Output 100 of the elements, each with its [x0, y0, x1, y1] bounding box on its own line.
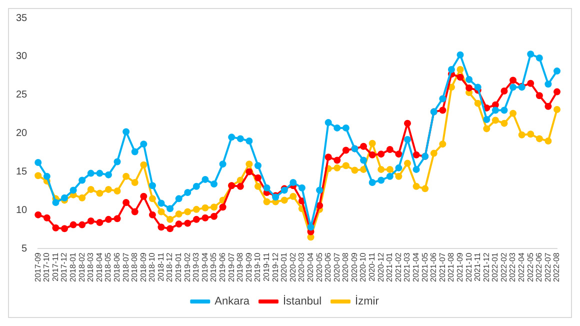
point [404, 120, 411, 127]
x-tick-label: 2022-01 [490, 252, 500, 282]
y-tick-label: 5 [22, 243, 28, 254]
point [492, 116, 499, 124]
point [404, 136, 411, 143]
x-tick-label: 2017-11 [50, 252, 60, 282]
point [175, 220, 182, 228]
point [342, 146, 350, 154]
point [114, 158, 121, 166]
x-tick-label: 2022-06 [534, 252, 544, 282]
x-tick-label: 2020-11 [368, 252, 377, 282]
x-tick-label: 2017-10 [42, 252, 52, 282]
point [412, 151, 420, 158]
point [122, 199, 130, 206]
legend-label: İzmir [355, 294, 380, 308]
point [474, 100, 482, 107]
legend-label: İstanbul [283, 294, 322, 308]
point [228, 134, 236, 141]
point [263, 198, 270, 206]
x-tick-label: 2018-09 [138, 252, 148, 282]
point [158, 224, 165, 231]
x-tick-label: 2019-07 [226, 252, 236, 282]
point [378, 176, 385, 184]
x-tick-label: 2020-10 [358, 252, 368, 282]
x-tick-label: 2020-04 [306, 252, 315, 282]
point [158, 200, 165, 207]
x-tick-label: 2021-07 [438, 252, 447, 282]
point [96, 170, 104, 177]
x-tick-label: 2020-08 [341, 252, 350, 282]
point [87, 170, 94, 177]
x-tick-label: 2022-07 [543, 252, 552, 282]
point [166, 225, 174, 232]
x-tick-label: 2018-02 [77, 252, 86, 282]
point [34, 159, 42, 166]
point [342, 162, 350, 170]
point [96, 219, 104, 226]
point [131, 208, 138, 216]
point [368, 179, 376, 186]
x-tick-label: 2018-08 [130, 252, 140, 282]
x-tick-label: 2021-04 [411, 252, 420, 282]
x-tick-label: 2017-12 [60, 252, 69, 282]
x-tick-label: 2022-04 [517, 252, 526, 282]
point [474, 84, 482, 91]
point [368, 140, 376, 147]
x-tick-label: 2021-06 [429, 252, 438, 282]
point [254, 162, 262, 170]
point [184, 220, 192, 227]
point [307, 224, 314, 231]
y-tick-label: 35 [16, 12, 28, 24]
point [52, 199, 60, 206]
point [368, 151, 376, 158]
point [175, 195, 182, 202]
point [131, 148, 138, 156]
point [140, 161, 148, 168]
point [78, 176, 86, 184]
point [544, 138, 552, 145]
point [184, 189, 192, 196]
x-tick-label: 2022-08 [552, 252, 562, 282]
point [360, 142, 368, 150]
point [158, 208, 165, 216]
point [386, 146, 394, 153]
point [536, 54, 543, 62]
point [395, 150, 402, 158]
point [360, 156, 368, 164]
point [342, 124, 350, 132]
x-tick-label: 2022-02 [499, 252, 508, 282]
point [360, 166, 368, 173]
point [236, 135, 244, 142]
point [316, 202, 324, 210]
x-tick-label: 2020-03 [297, 252, 306, 282]
x-tick-label: 2020-02 [288, 252, 298, 282]
point [483, 116, 490, 123]
point [246, 138, 253, 145]
point [219, 204, 226, 211]
x-tick-label: 2019-02 [182, 252, 192, 282]
point [61, 194, 68, 202]
x-tick-label: 2021-03 [402, 252, 412, 282]
x-tick-label: 2018-03 [86, 252, 96, 282]
point [131, 179, 138, 186]
point [114, 187, 121, 194]
point [500, 106, 508, 114]
point [536, 92, 543, 100]
point [554, 68, 560, 75]
x-tick-label: 2020-09 [350, 252, 359, 282]
point [192, 206, 200, 213]
point [492, 106, 499, 114]
legend-label: Ankara [214, 296, 250, 308]
x-tick-label: 2018-11 [156, 252, 166, 282]
y-tick-label: 25 [16, 90, 28, 101]
point [483, 125, 490, 132]
x-tick-label: 2019-05 [209, 252, 218, 282]
point [148, 182, 156, 190]
point [78, 194, 86, 202]
point [61, 225, 68, 232]
point [544, 80, 552, 88]
point [104, 171, 112, 178]
point [466, 84, 473, 92]
x-tick-label: 2018-07 [121, 252, 130, 282]
point [87, 217, 94, 224]
point [412, 166, 420, 173]
